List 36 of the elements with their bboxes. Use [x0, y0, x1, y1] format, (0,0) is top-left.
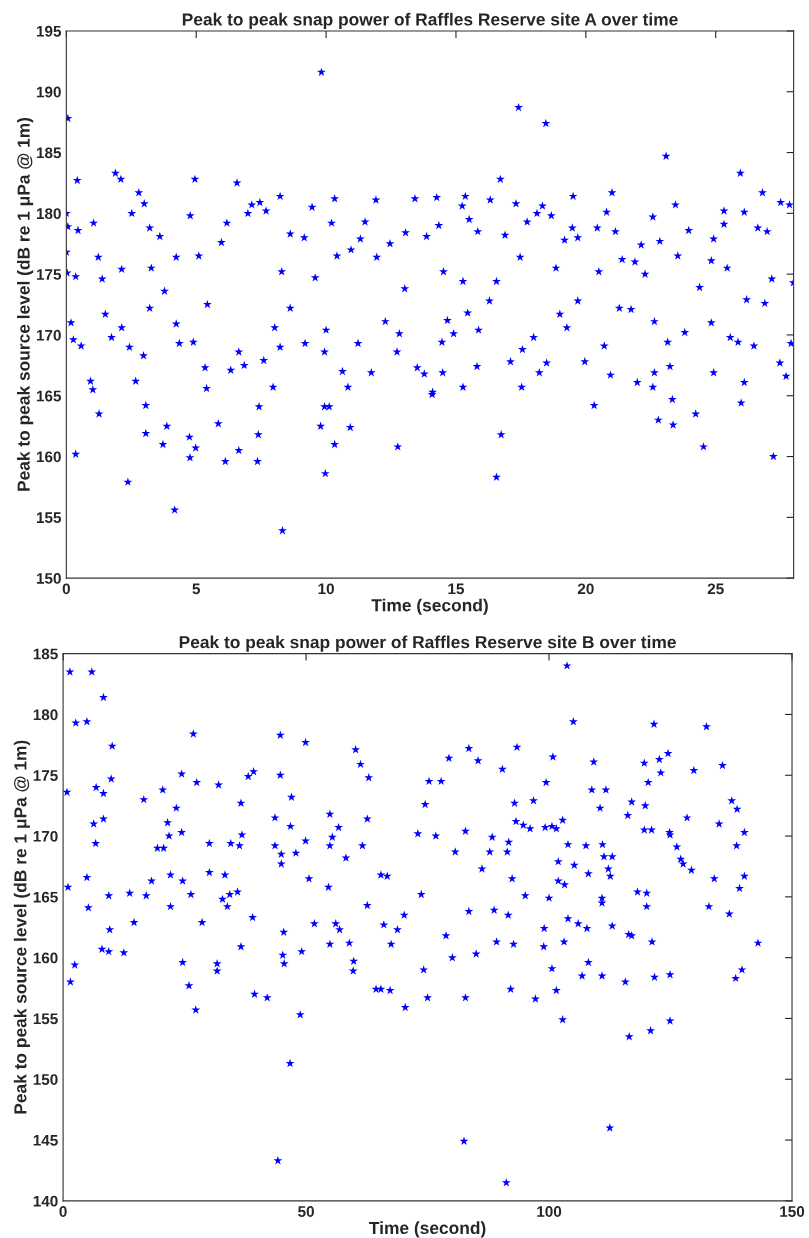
y-axis-title: Peak to peak source level (dB re 1 μPa @ 1m) [13, 740, 30, 1114]
x-axis-title: Time (second) [369, 1221, 486, 1238]
y-tick-label: 145 [33, 1135, 58, 1146]
y-tick-label: 180 [33, 709, 58, 721]
x-tick-label: 50 [298, 1206, 314, 1217]
y-tick-label: 155 [33, 1013, 58, 1025]
chart-title: Peak to peak snap power of Raffles Reserve site B over time [179, 635, 676, 652]
y-tick-label: 180 [36, 208, 61, 220]
chart-title: Peak to peak snap power of Raffles Reserve site A over time [182, 12, 678, 29]
y-tick-label: 160 [33, 952, 58, 964]
y-tick-label: 150 [33, 1074, 58, 1085]
y-tick-label: 170 [36, 329, 61, 341]
y-tick-label: 165 [33, 891, 58, 903]
y-tick-label: 165 [36, 390, 62, 402]
y-tick-label: 160 [36, 451, 61, 463]
x-tick-label: 15 [448, 583, 465, 595]
x-tick-label: 150 [780, 1206, 805, 1217]
x-tick-label: 100 [537, 1206, 562, 1217]
x-tick-label: 5 [192, 583, 201, 595]
y-tick-label: 175 [33, 770, 58, 781]
x-axis-title: Time (second) [371, 598, 488, 615]
x-tick-label: 0 [62, 583, 70, 595]
x-tick-label: 0 [59, 1206, 67, 1217]
x-tick-label: 10 [318, 583, 334, 595]
y-axis-title: Peak to peak source level (dB re 1 μPa @ 1m) [17, 117, 34, 491]
y-tick-label: 185 [33, 648, 58, 660]
y-tick-label: 155 [36, 512, 62, 524]
y-tick-label: 195 [36, 25, 62, 37]
y-tick-label: 170 [33, 830, 58, 842]
x-tick-label: 25 [707, 583, 724, 595]
y-tick-label: 190 [36, 86, 61, 98]
x-tick-label: 20 [577, 583, 594, 595]
y-tick-label: 140 [33, 1195, 58, 1207]
y-tick-label: 185 [36, 147, 62, 159]
y-tick-label: 150 [36, 573, 61, 584]
y-tick-label: 175 [36, 269, 62, 280]
